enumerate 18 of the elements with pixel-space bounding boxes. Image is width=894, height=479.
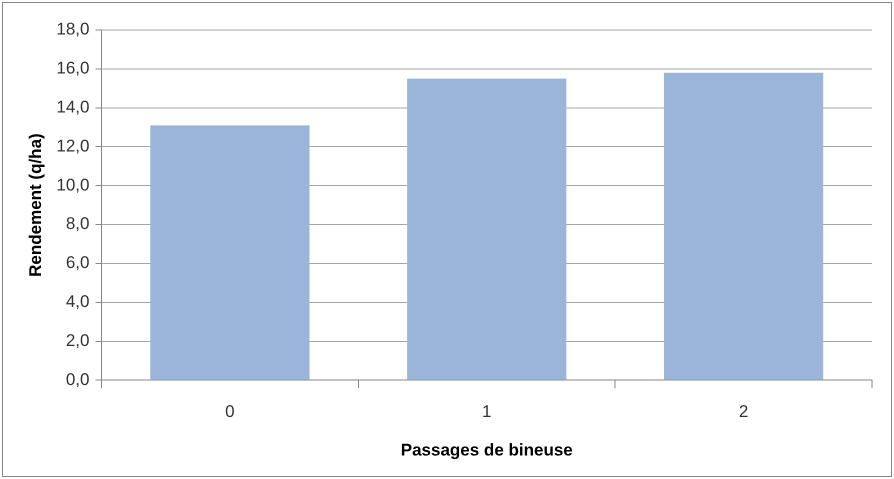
- y-tick-label: 12,0: [56, 136, 90, 156]
- bar: [407, 78, 566, 380]
- y-tick-label: 6,0: [66, 253, 90, 272]
- y-tick-label: 10,0: [56, 175, 90, 194]
- y-tick-label: 14,0: [56, 98, 90, 117]
- y-axis-title: Rendement (q/ha): [26, 133, 45, 277]
- y-tick-label: 16,0: [56, 58, 90, 78]
- x-axis-title: Passages de bineuse: [400, 440, 573, 460]
- y-tick-label: 0,0: [66, 370, 90, 389]
- y-tick-label: 8,0: [66, 214, 90, 234]
- bar: [664, 72, 824, 380]
- x-tick-label: 0: [225, 402, 235, 422]
- y-tick-label: 2,0: [66, 330, 90, 350]
- y-tick-label: 18,0: [56, 20, 90, 39]
- bar: [150, 125, 310, 380]
- y-tick-label: 4,0: [66, 292, 90, 312]
- x-tick-label: 1: [482, 402, 492, 422]
- x-tick-label: 2: [738, 402, 748, 422]
